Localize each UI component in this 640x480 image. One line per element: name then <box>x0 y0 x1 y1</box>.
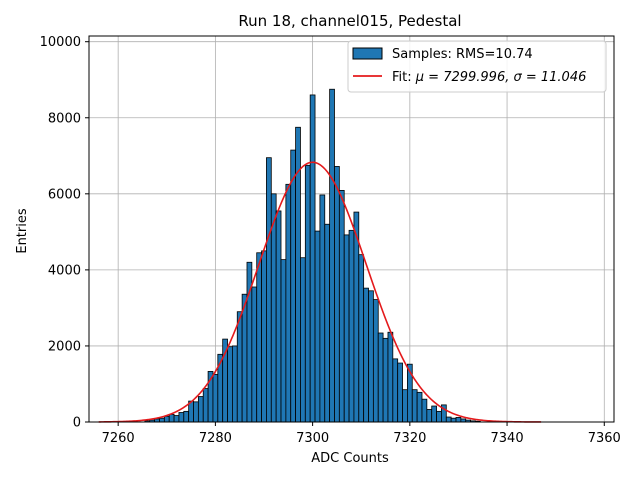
y-axis-ticks: 0 2000 4000 6000 8000 10000 <box>40 35 89 431</box>
plot-frame <box>88 35 615 423</box>
y-tick-label: 8000 <box>48 111 81 126</box>
legend-label-fit-prefix: Fit: <box>392 70 416 85</box>
x-tick-label: 7300 <box>296 431 329 446</box>
histogram-bar <box>266 157 272 423</box>
histogram-bar <box>193 401 199 423</box>
histogram-bar <box>421 398 428 423</box>
legend: Samples: RMS=10.74 Fit: μ = 7299.996, σ … <box>347 40 607 93</box>
histogram-bar <box>392 358 399 423</box>
x-tick-label: 7320 <box>393 431 426 446</box>
histogram-bar <box>445 416 452 423</box>
y-tick-label: 4000 <box>48 263 81 278</box>
y-tick-label: 0 <box>73 416 81 431</box>
histogram-bar <box>251 286 258 423</box>
histogram-bar <box>338 189 345 423</box>
histogram-bar <box>309 94 316 423</box>
histogram-bar <box>387 331 394 423</box>
x-axis-label: ADC Counts <box>311 451 389 466</box>
histogram-bars <box>144 88 481 423</box>
fit-curve <box>98 161 542 423</box>
histogram-bar <box>290 149 296 423</box>
histogram-bar <box>300 257 306 423</box>
histogram-bar <box>353 211 360 423</box>
legend-box <box>347 40 607 93</box>
histogram-bar <box>348 229 355 423</box>
histogram-bar <box>372 299 379 423</box>
histogram-bar <box>241 293 248 423</box>
x-tick-label: 7280 <box>199 431 232 446</box>
histogram-bar <box>436 410 442 423</box>
x-tick-label: 7340 <box>491 431 524 446</box>
y-tick-label: 6000 <box>48 187 81 202</box>
histogram-bar <box>363 287 369 423</box>
histogram-bar <box>426 409 433 423</box>
histogram-bar <box>202 388 209 423</box>
chart-title: Run 18, channel015, Pedestal <box>238 12 461 30</box>
x-tick-label: 7360 <box>588 431 621 446</box>
histogram-bar <box>232 345 238 423</box>
histogram-bar <box>280 259 287 423</box>
histogram-bar <box>416 391 423 423</box>
histogram-bar <box>368 290 374 423</box>
histogram-bar <box>275 210 282 423</box>
y-tick-label: 10000 <box>40 35 81 50</box>
histogram-bar <box>183 410 190 423</box>
histogram-bar <box>324 223 331 423</box>
histogram-bar <box>256 252 262 423</box>
legend-label-fit: Fit: μ = 7299.996, σ = 11.046 <box>392 70 586 85</box>
x-tick-label: 7260 <box>102 431 135 446</box>
x-axis-ticks: 7260 7280 7300 7320 7340 7360 <box>102 422 621 446</box>
histogram-bar <box>382 337 389 423</box>
histogram-bar <box>319 194 326 423</box>
histogram-bar <box>261 250 267 423</box>
histogram-bar <box>343 234 350 423</box>
histogram-bar <box>329 88 335 423</box>
histogram-bar <box>334 166 340 423</box>
histogram-bar <box>173 415 180 423</box>
histogram-bar <box>450 417 457 423</box>
histogram-bar <box>236 311 243 423</box>
histogram-bar <box>227 346 233 423</box>
histogram-bar <box>431 405 437 423</box>
y-tick-label: 2000 <box>48 339 81 354</box>
histogram-bar <box>402 389 408 423</box>
histogram-bar <box>178 412 185 423</box>
legend-swatch-samples <box>352 47 383 60</box>
y-axis-label: Entries <box>15 208 30 254</box>
histogram-bar <box>411 389 418 423</box>
histogram-bar <box>358 254 365 423</box>
legend-label-samples: Samples: RMS=10.74 <box>392 47 533 62</box>
histogram-bar <box>397 362 403 423</box>
legend-label-fit-params: μ = 7299.996, σ = 11.046 <box>415 70 587 85</box>
histogram-bar <box>285 183 292 423</box>
histogram-bar <box>159 417 165 423</box>
histogram-bar <box>197 396 204 423</box>
histogram-bar <box>455 417 462 423</box>
histogram-bar <box>304 164 311 423</box>
histogram-bar <box>212 374 219 423</box>
histogram-bar <box>163 415 170 423</box>
histogram-bar <box>168 413 175 423</box>
histogram-bar <box>377 332 384 423</box>
histogram-bar <box>314 230 321 423</box>
